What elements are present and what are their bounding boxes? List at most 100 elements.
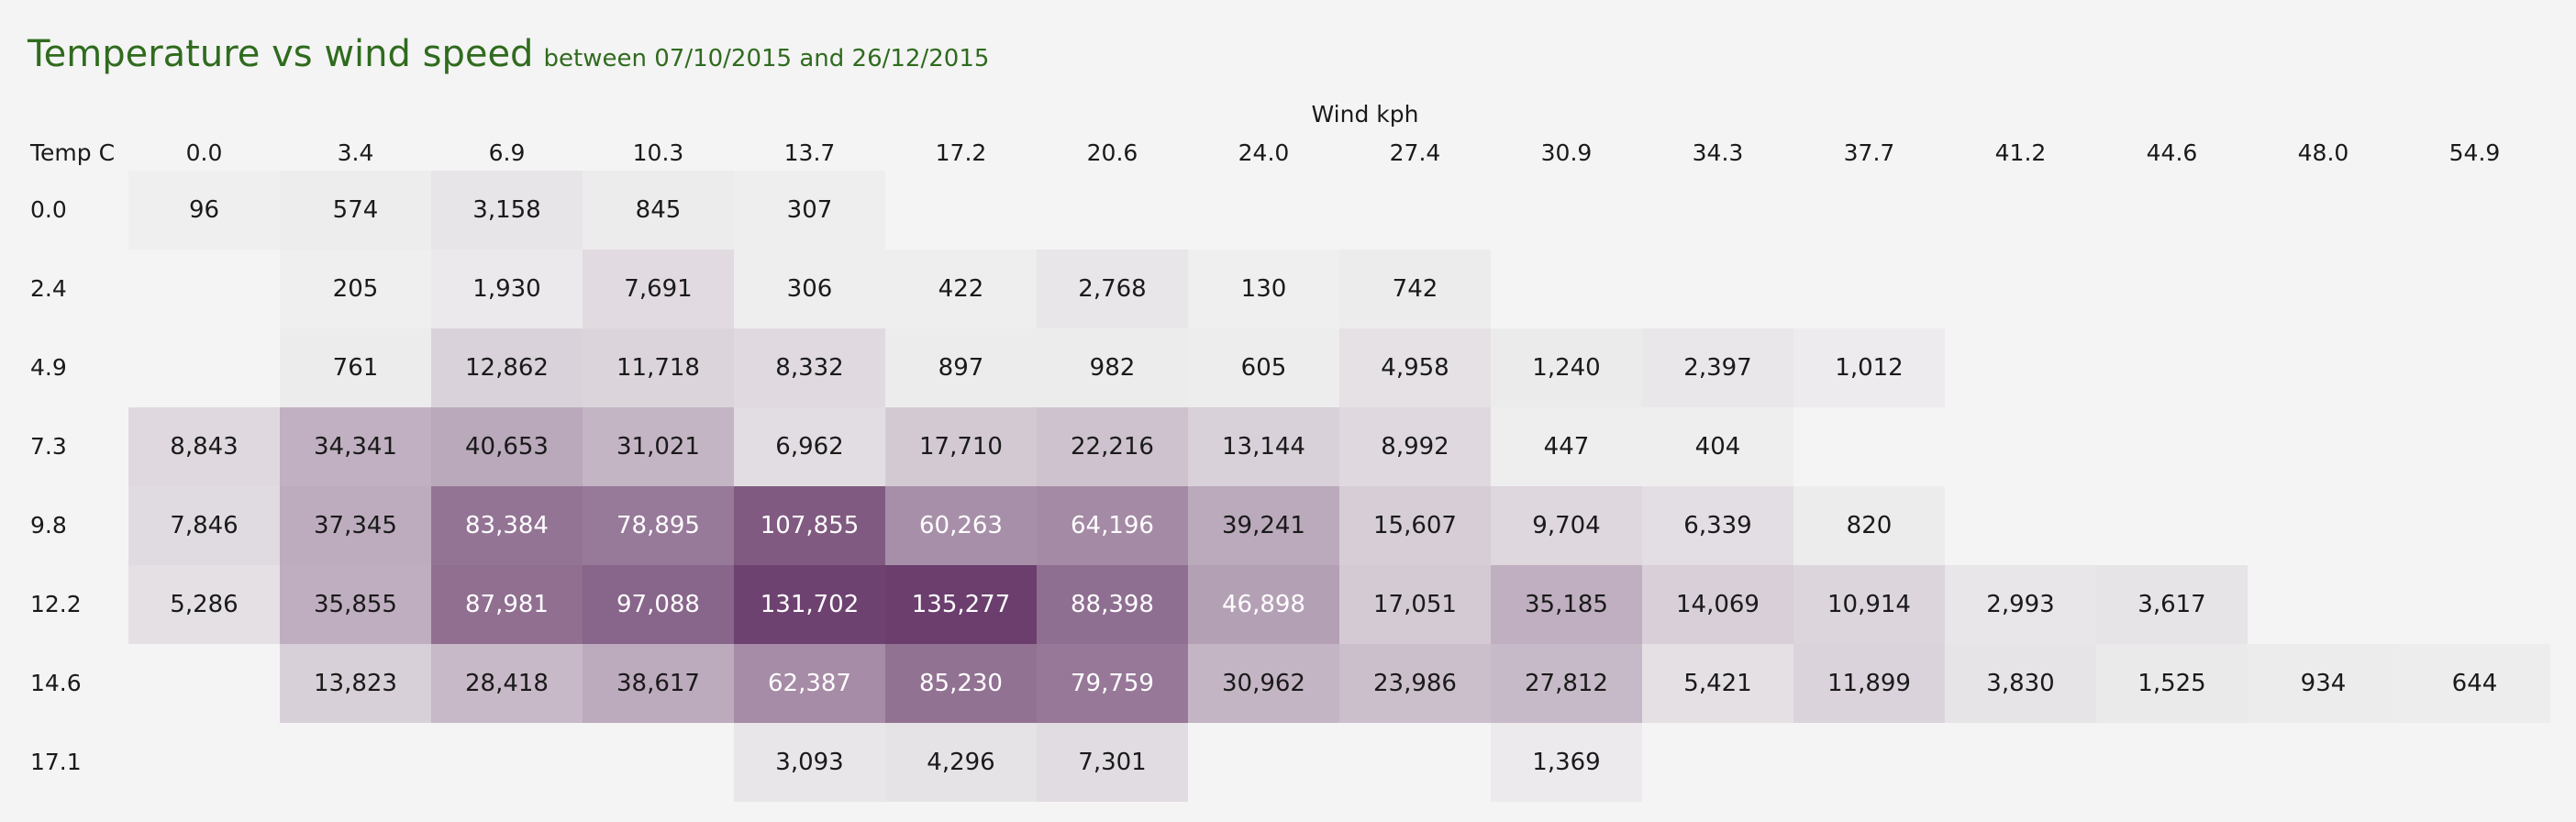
heatmap-cell[interactable] — [583, 328, 734, 407]
cell-value-label: 845 — [635, 196, 682, 224]
heatmap-cell[interactable] — [1339, 486, 1491, 565]
heatmap-cell[interactable] — [431, 644, 583, 723]
heatmap-cell[interactable] — [1642, 644, 1793, 723]
heatmap-cell[interactable] — [280, 407, 431, 486]
heatmap-cell[interactable] — [280, 171, 431, 250]
cell-value-label: 5,286 — [170, 591, 239, 618]
heatmap-cell[interactable] — [1037, 644, 1188, 723]
heatmap-cell[interactable] — [1491, 565, 1642, 644]
cell-value-label: 5,421 — [1683, 670, 1752, 697]
heatmap-cell[interactable] — [1945, 644, 2096, 723]
heatmap-cell[interactable] — [885, 250, 1037, 328]
heatmap-cell[interactable] — [734, 171, 885, 250]
heatmap-cell[interactable] — [1037, 723, 1188, 802]
heatmap-cell[interactable] — [1642, 407, 1793, 486]
cell-value-label: 11,899 — [1827, 670, 1911, 697]
heatmap-cell[interactable] — [885, 565, 1037, 644]
cell-value-label: 88,398 — [1071, 591, 1154, 618]
heatmap-cell[interactable] — [1339, 644, 1491, 723]
cell-value-label: 2,993 — [1986, 591, 2055, 618]
heatmap-cell[interactable] — [128, 407, 280, 486]
heatmap-cell[interactable] — [1793, 565, 1945, 644]
heatmap-cell[interactable] — [1642, 328, 1793, 407]
heatmap-cell[interactable] — [1188, 644, 1339, 723]
heatmap-cell[interactable] — [1491, 486, 1642, 565]
heatmap-cell[interactable] — [1037, 328, 1188, 407]
heatmap-cell[interactable] — [280, 644, 431, 723]
heatmap-cell[interactable] — [583, 486, 734, 565]
heatmap-cell[interactable] — [431, 565, 583, 644]
heatmap-cell[interactable] — [885, 723, 1037, 802]
heatmap-cell[interactable] — [1188, 565, 1339, 644]
heatmap-cell[interactable] — [734, 250, 885, 328]
heatmap-cell[interactable] — [128, 486, 280, 565]
heatmap-cell[interactable] — [1491, 328, 1642, 407]
heatmap-cell[interactable] — [1642, 486, 1793, 565]
heatmap-cell[interactable] — [734, 328, 885, 407]
heatmap-cell[interactable] — [128, 565, 280, 644]
heatmap-cell[interactable] — [734, 565, 885, 644]
y-tick-label: 12.2 — [30, 591, 82, 617]
heatmap-cell[interactable] — [1793, 486, 1945, 565]
heatmap-cell[interactable] — [431, 486, 583, 565]
heatmap-cell[interactable] — [280, 486, 431, 565]
heatmap-cell[interactable] — [583, 250, 734, 328]
heatmap-cell[interactable] — [1037, 250, 1188, 328]
x-tick-label: 3.4 — [337, 139, 374, 166]
heatmap-cell[interactable] — [1188, 250, 1339, 328]
cell-value-label: 85,230 — [919, 670, 1003, 697]
heatmap-cell[interactable] — [734, 407, 885, 486]
heatmap-cell[interactable] — [734, 644, 885, 723]
heatmap-cell[interactable] — [2248, 644, 2399, 723]
heatmap-cell[interactable] — [2399, 644, 2550, 723]
heatmap-cell[interactable] — [1339, 565, 1491, 644]
heatmap-cell[interactable] — [1037, 407, 1188, 486]
chart-title: Temperature vs wind speed — [28, 33, 534, 75]
heatmap-cell[interactable] — [1491, 644, 1642, 723]
heatmap-cell[interactable] — [1188, 328, 1339, 407]
heatmap-cell[interactable] — [1037, 565, 1188, 644]
heatmap-cell[interactable] — [583, 171, 734, 250]
heatmap-cell[interactable] — [1188, 486, 1339, 565]
heatmap-cell[interactable] — [885, 486, 1037, 565]
heatmap-cell[interactable] — [885, 407, 1037, 486]
heatmap-cell[interactable] — [1339, 328, 1491, 407]
heatmap-cell[interactable] — [583, 644, 734, 723]
x-tick-label: 30.9 — [1540, 139, 1593, 166]
heatmap-cell[interactable] — [431, 407, 583, 486]
cell-value-label: 306 — [786, 275, 833, 303]
heatmap-cell[interactable] — [1945, 565, 2096, 644]
heatmap-cell[interactable] — [1339, 250, 1491, 328]
heatmap-cell[interactable] — [1188, 407, 1339, 486]
y-tick-label: 9.8 — [30, 512, 67, 539]
heatmap-cell[interactable] — [1339, 407, 1491, 486]
heatmap-cell[interactable] — [431, 250, 583, 328]
heatmap-cell[interactable] — [280, 565, 431, 644]
heatmap-cell[interactable] — [280, 250, 431, 328]
heatmap-cell[interactable] — [431, 171, 583, 250]
heatmap-cell[interactable] — [1793, 328, 1945, 407]
x-tick-label: 41.2 — [1994, 139, 2047, 166]
heatmap-cell[interactable] — [734, 723, 885, 802]
heatmap-cell[interactable] — [1491, 723, 1642, 802]
heatmap-cell[interactable] — [734, 486, 885, 565]
heatmap-cell[interactable] — [1642, 565, 1793, 644]
heatmap-cell[interactable] — [885, 328, 1037, 407]
heatmap-cell[interactable] — [280, 328, 431, 407]
cell-value-label: 107,855 — [760, 512, 860, 539]
heatmap-cell[interactable] — [2096, 644, 2248, 723]
heatmap-cell[interactable] — [1491, 407, 1642, 486]
cell-value-label: 10,914 — [1827, 591, 1911, 618]
heatmap-cell[interactable] — [583, 565, 734, 644]
heatmap-cell[interactable] — [1793, 644, 1945, 723]
x-tick-label: 20.6 — [1086, 139, 1138, 166]
heatmap-cell[interactable] — [128, 171, 280, 250]
cell-value-label: 7,301 — [1078, 749, 1147, 776]
cell-value-label: 4,958 — [1381, 354, 1449, 382]
heatmap-cell[interactable] — [2096, 565, 2248, 644]
heatmap-cell[interactable] — [431, 328, 583, 407]
heatmap-cell[interactable] — [885, 644, 1037, 723]
heatmap-cell[interactable] — [1037, 486, 1188, 565]
heatmap-cell[interactable] — [583, 407, 734, 486]
